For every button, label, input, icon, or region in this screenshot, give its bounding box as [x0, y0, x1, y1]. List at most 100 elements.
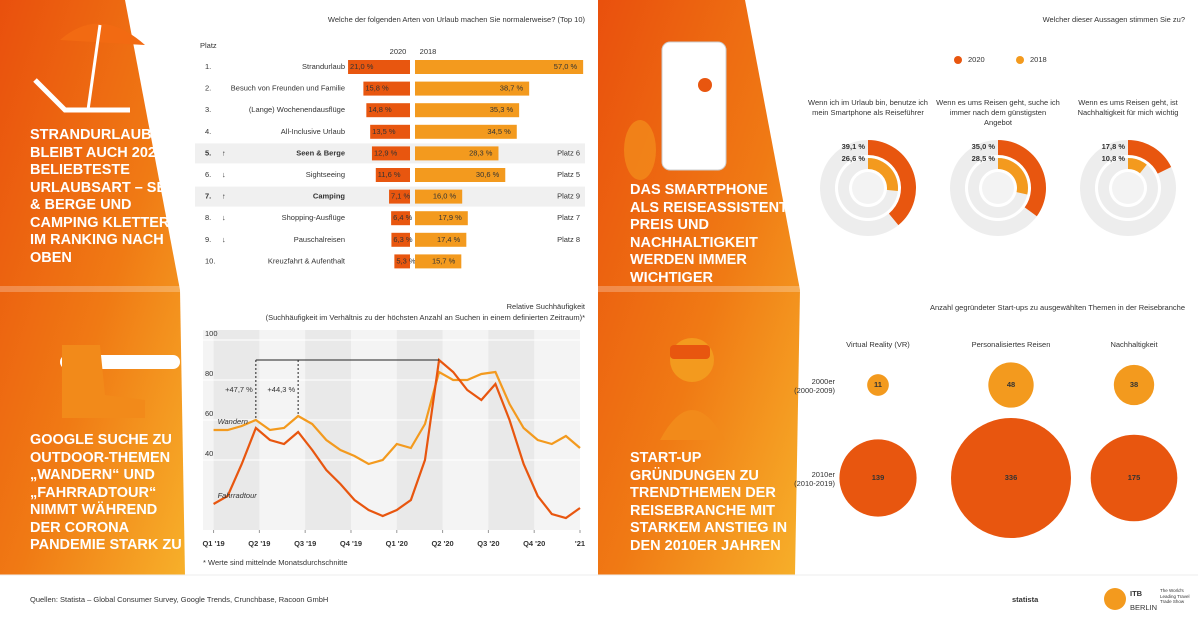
value-label: 16,0 %	[433, 192, 457, 201]
donut-arc	[1128, 140, 1172, 174]
legend-label: 2020	[968, 55, 985, 64]
category-label: Sightseeing	[306, 170, 345, 179]
rank: 8.	[205, 213, 211, 222]
bar	[370, 124, 410, 139]
bar	[415, 189, 463, 204]
headline: DAS SMARTPHONE ALS REISEASSISTENT, PREIS…	[630, 182, 791, 286]
previous-rank: Platz 8	[557, 235, 580, 244]
itb-tagline: The World's Leading Travel Trade Show	[1160, 588, 1190, 604]
row-sublabel: (2000-2009)	[794, 386, 835, 395]
value-label: 28,3 %	[469, 148, 493, 157]
value-label: 28,5 %	[972, 154, 996, 163]
bar	[415, 81, 530, 96]
value-label: 17,8 %	[1102, 142, 1126, 151]
statement: Wenn ich im Urlaub bin, benutze ich mein…	[808, 98, 928, 117]
x-tick-label: Q4 '19	[340, 539, 362, 548]
legend-swatch	[954, 56, 962, 64]
previous-rank: Platz 7	[557, 213, 580, 222]
category-label: Strandurlaub	[302, 62, 345, 71]
value-label: 15,7 %	[432, 256, 456, 265]
rank: 9.	[205, 235, 211, 244]
annotation: +47,7 %	[225, 385, 253, 394]
bubble	[951, 418, 1071, 538]
x-tick-label: Q3 '19	[294, 539, 316, 548]
trend-arrow: ↑	[222, 192, 226, 201]
chart-title: Relative Suchhäufigkeit	[507, 302, 586, 311]
previous-rank: Platz 6	[557, 148, 580, 157]
value-label: 139	[872, 473, 885, 482]
bar	[391, 211, 410, 226]
line	[213, 357, 581, 520]
value-label: 13,5 %	[372, 127, 396, 136]
value-label: 48	[1007, 380, 1015, 389]
bar	[415, 211, 468, 226]
line	[213, 370, 581, 466]
bubble	[867, 374, 889, 396]
quarter-band	[305, 330, 351, 530]
value-label: 12,9 %	[374, 148, 398, 157]
question: Welche der folgenden Arten von Urlaub ma…	[328, 15, 586, 24]
headline: GOOGLE SUCHE ZU OUTDOOR-THEMEN „WANDERN“…	[30, 432, 182, 553]
donut-arc	[868, 140, 917, 226]
bubble	[988, 362, 1034, 408]
value-label: 34,5 %	[487, 127, 511, 136]
y-tick-label: 60	[205, 409, 213, 418]
bar	[394, 254, 410, 269]
value-label: 11	[874, 380, 882, 389]
chart-subtitle: (Suchhäufigkeit im Verhältnis zu der höc…	[266, 313, 585, 322]
series-label: Wandern	[218, 417, 248, 426]
divider	[0, 286, 190, 292]
value-label: 35,0 %	[972, 142, 996, 151]
value-label: 38,7 %	[500, 84, 524, 93]
bar	[415, 146, 499, 161]
vr-illustration	[660, 338, 725, 440]
y-tick-label: 40	[205, 449, 213, 458]
donut-track	[1097, 158, 1158, 219]
headline: STRANDURLAUB BLEIBT AUCH 2020 BELIEBTEST…	[30, 127, 187, 266]
bubble	[1113, 364, 1155, 406]
value-label: 11,6 %	[378, 170, 401, 179]
value-label: 39,1 %	[842, 142, 866, 151]
bar	[371, 146, 410, 161]
category-label: Besuch von Freunden und Familie	[231, 84, 345, 93]
bar	[375, 168, 410, 182]
category-label: Seen & Berge	[296, 148, 345, 157]
quarter-band	[396, 330, 443, 530]
bar	[389, 189, 410, 204]
row-label: 2000er	[812, 377, 836, 386]
chart-title: Anzahl gegründeter Start-ups zu ausgewäh…	[930, 303, 1185, 312]
itb-logo: ITB	[1130, 589, 1143, 598]
rank: 1.	[205, 62, 211, 71]
bar	[415, 124, 517, 139]
value-label: 6,3 %	[393, 235, 413, 244]
y-tick-label: 100	[205, 329, 218, 338]
annotation: +44,3 %	[267, 385, 295, 394]
bar	[348, 60, 410, 74]
donut-arc	[998, 158, 1028, 195]
row-label: 2010er	[812, 470, 836, 479]
itb-sub: BERLIN	[1130, 603, 1157, 612]
trend-arrow: ↓	[222, 213, 226, 222]
trend-arrow: ↓	[222, 235, 226, 244]
category-label: Kreuzfahrt & Aufenthalt	[268, 256, 346, 265]
category-label: (Lange) Wochenendausflüge	[249, 105, 345, 114]
bar	[415, 60, 584, 74]
divider	[598, 286, 803, 292]
value-label: 38	[1130, 380, 1138, 389]
statista-logo: statista	[1012, 595, 1039, 604]
x-tick-label: Q2 '20	[431, 539, 453, 548]
y-tick-label: 80	[205, 369, 213, 378]
bubble	[839, 439, 917, 517]
donut-center	[982, 172, 1014, 204]
bar	[415, 232, 467, 247]
legend-label: 2018	[1030, 55, 1047, 64]
value-label: 17,9 %	[438, 213, 462, 222]
statement: Wenn es ums Reisen geht, suche ich immer…	[936, 98, 1060, 127]
value-label: 30,6 %	[476, 170, 500, 179]
rank: 4.	[205, 127, 211, 136]
shoe-illustration	[60, 345, 180, 418]
bubble	[1090, 434, 1178, 522]
column-label: Virtual Reality (VR)	[846, 340, 910, 349]
